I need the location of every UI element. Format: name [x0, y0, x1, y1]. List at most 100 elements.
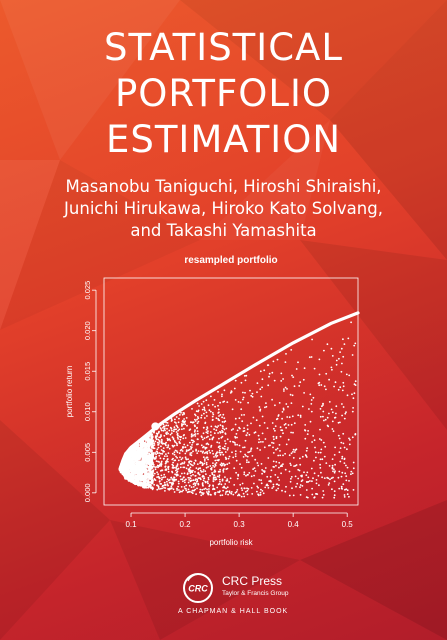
data-point [216, 475, 219, 478]
data-point [201, 484, 204, 487]
data-point [173, 479, 176, 482]
data-point [207, 404, 210, 407]
data-point [334, 381, 337, 384]
data-point [184, 446, 187, 449]
data-point [206, 415, 208, 417]
data-point [322, 494, 325, 496]
data-point [301, 405, 304, 408]
data-point [213, 466, 216, 468]
data-point [224, 432, 227, 435]
data-point [312, 435, 315, 437]
data-point [161, 439, 163, 441]
data-point [192, 469, 194, 472]
data-point [324, 418, 327, 421]
data-point [328, 378, 330, 381]
data-point [205, 446, 208, 449]
data-point [218, 474, 221, 477]
data-point [230, 429, 233, 431]
data-point [297, 477, 300, 480]
data-point [353, 344, 356, 347]
data-point [181, 450, 184, 452]
data-point [207, 458, 210, 461]
data-point [311, 480, 313, 483]
data-point [245, 434, 248, 437]
data-point [137, 447, 141, 451]
data-point [234, 455, 237, 458]
data-point [166, 458, 169, 461]
data-point [134, 458, 138, 463]
data-point [293, 451, 296, 453]
data-point [321, 476, 323, 479]
data-point [286, 388, 288, 390]
data-point [161, 477, 164, 479]
data-point [185, 417, 188, 419]
data-point [171, 483, 174, 486]
data-point [197, 471, 200, 474]
data-point [266, 483, 268, 486]
data-point [343, 494, 346, 496]
data-point [320, 471, 322, 474]
data-point [333, 480, 336, 483]
y-tick-label: 0.005 [83, 443, 92, 462]
data-point [226, 448, 229, 451]
data-point [256, 447, 259, 450]
data-point [197, 420, 200, 423]
data-point [299, 486, 301, 489]
data-point [351, 410, 354, 413]
data-point [176, 456, 179, 459]
data-point [169, 433, 172, 436]
data-point [342, 442, 345, 445]
data-point [243, 427, 246, 429]
data-point [305, 449, 308, 452]
data-point [158, 436, 161, 439]
data-point [302, 378, 305, 381]
data-point [325, 462, 328, 464]
data-point [224, 476, 226, 478]
data-point [188, 484, 191, 487]
data-point [342, 406, 345, 408]
data-point [165, 453, 167, 455]
data-point [317, 451, 320, 454]
data-point [183, 479, 186, 482]
data-point [182, 423, 185, 426]
data-point [282, 407, 285, 410]
data-point [198, 467, 200, 470]
data-point [176, 442, 178, 445]
data-point [331, 368, 333, 371]
x-tick-label: 0.2 [180, 520, 192, 529]
data-point [284, 361, 287, 363]
data-point [167, 452, 170, 454]
data-point [209, 465, 212, 467]
data-point [256, 485, 259, 488]
data-point [171, 429, 173, 432]
data-point [206, 451, 209, 453]
title-line-1: STATISTICAL [104, 26, 343, 69]
data-point [352, 407, 354, 409]
data-point [202, 456, 205, 459]
data-point [306, 447, 309, 450]
data-point [138, 455, 142, 459]
data-point [230, 390, 233, 393]
data-point [185, 458, 188, 461]
data-point [309, 420, 312, 423]
data-point [273, 438, 275, 441]
data-point [212, 452, 215, 455]
data-point [321, 458, 324, 461]
data-point [235, 471, 238, 474]
data-point [351, 393, 353, 396]
data-point [156, 434, 159, 436]
data-point [180, 486, 183, 488]
data-point [181, 490, 183, 493]
data-point [206, 427, 209, 429]
data-point [243, 430, 246, 432]
data-point [187, 481, 190, 484]
data-point [127, 478, 131, 482]
data-point [203, 458, 206, 461]
data-point [328, 412, 330, 415]
data-point [263, 446, 266, 449]
data-point [176, 426, 179, 429]
data-point [159, 457, 162, 460]
data-point [147, 468, 151, 472]
data-point [330, 408, 333, 411]
data-point [126, 458, 130, 462]
